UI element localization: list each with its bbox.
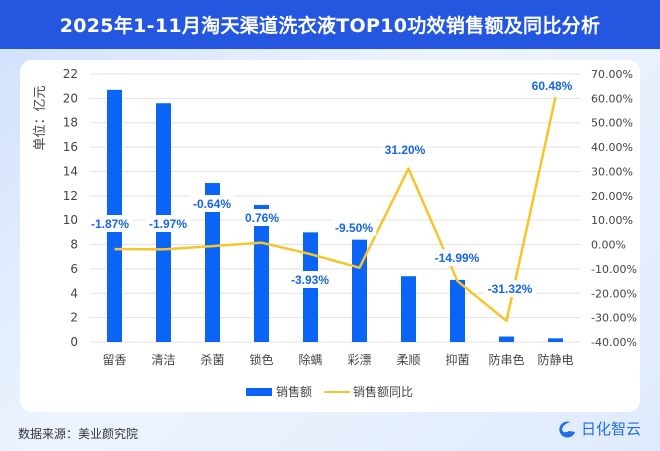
- y-axis-label: 单位：亿元: [33, 85, 48, 150]
- data-label-bg: [87, 215, 133, 232]
- data-label: -0.64%: [193, 197, 231, 211]
- y2-tick-label: -30.00%: [591, 312, 637, 325]
- y-tick-label: 18: [63, 116, 78, 130]
- data-label: -9.50%: [335, 221, 373, 235]
- bar: [450, 279, 465, 342]
- data-label-bg: [484, 280, 536, 297]
- y-tick-label: 8: [70, 238, 78, 252]
- data-label: -3.93%: [291, 273, 329, 287]
- logo-text: 日化智云: [581, 420, 642, 438]
- x-tick-label: 防串色: [488, 352, 524, 367]
- y2-tick-label: -40.00%: [591, 336, 637, 349]
- legend-label: 销售额同比: [353, 384, 413, 399]
- x-tick-label: 柔顺: [396, 353, 420, 367]
- x-tick-label: 留香: [102, 353, 126, 367]
- y2-tick-label: 10.00%: [591, 214, 633, 227]
- y-tick-label: 6: [70, 262, 78, 276]
- data-label: 0.76%: [245, 211, 279, 225]
- x-tick-label: 防静电: [537, 352, 573, 367]
- data-label-bg: [189, 195, 235, 212]
- data-label-bg: [382, 141, 428, 158]
- data-label-bg: [243, 209, 281, 226]
- logo-icon: [559, 421, 575, 438]
- bar: [499, 336, 514, 342]
- legend-label: 销售额: [276, 384, 312, 399]
- y-tick-label: 20: [63, 91, 78, 105]
- y2-tick-label: 50.00%: [591, 117, 633, 130]
- y-tick-label: 2: [70, 311, 78, 325]
- bar: [548, 338, 563, 342]
- y-tick-label: 16: [63, 140, 78, 154]
- chart-card: [20, 60, 640, 412]
- y2-tick-label: 60.00%: [591, 92, 633, 105]
- y2-tick-label: 0.00%: [591, 239, 626, 252]
- data-source: 数据来源：美业颜究院: [18, 427, 139, 441]
- y-tick-label: 4: [70, 286, 78, 300]
- x-tick-label: 杀菌: [200, 352, 224, 367]
- data-label: -1.87%: [91, 217, 129, 231]
- data-label-bg: [145, 215, 191, 232]
- y2-tick-label: -10.00%: [591, 263, 637, 276]
- data-label-bg: [287, 271, 333, 288]
- y2-tick-label: 70.00%: [591, 68, 633, 81]
- bar: [205, 183, 220, 342]
- y-tick-label: 10: [63, 213, 78, 227]
- data-label-bg: [331, 219, 377, 236]
- data-label: -1.97%: [149, 217, 187, 231]
- legend-swatch-bar: [246, 388, 272, 396]
- page-title: 2025年1-11月淘天渠道洗衣液TOP10功效销售额及同比分析: [0, 0, 660, 49]
- brand-logo: 日化智云: [556, 418, 641, 439]
- bar: [401, 276, 416, 342]
- data-label-bg: [529, 77, 575, 94]
- x-tick-label: 除螨: [298, 352, 322, 367]
- y-tick-label: 12: [63, 189, 78, 203]
- x-tick-label: 清洁: [151, 353, 175, 367]
- y2-tick-label: 30.00%: [591, 165, 633, 178]
- data-label: -31.32%: [488, 282, 533, 296]
- y2-tick-label: -20.00%: [591, 287, 637, 300]
- x-tick-label: 锁色: [249, 352, 273, 367]
- y-tick-label: 22: [63, 67, 78, 81]
- bar: [352, 239, 367, 342]
- data-label: 31.20%: [385, 143, 426, 157]
- y-tick-label: 0: [70, 335, 78, 349]
- data-label: 60.48%: [532, 79, 573, 93]
- x-tick-label: 抑菌: [445, 352, 469, 367]
- x-tick-label: 彩漂: [347, 353, 371, 367]
- line-series: [114, 96, 557, 323]
- y-tick-label: 14: [63, 164, 78, 178]
- data-label-bg: [431, 249, 483, 266]
- y2-tick-label: 20.00%: [591, 190, 633, 203]
- bar: [254, 204, 269, 342]
- y2-tick-label: 40.00%: [591, 141, 633, 154]
- data-label: -14.99%: [435, 251, 480, 265]
